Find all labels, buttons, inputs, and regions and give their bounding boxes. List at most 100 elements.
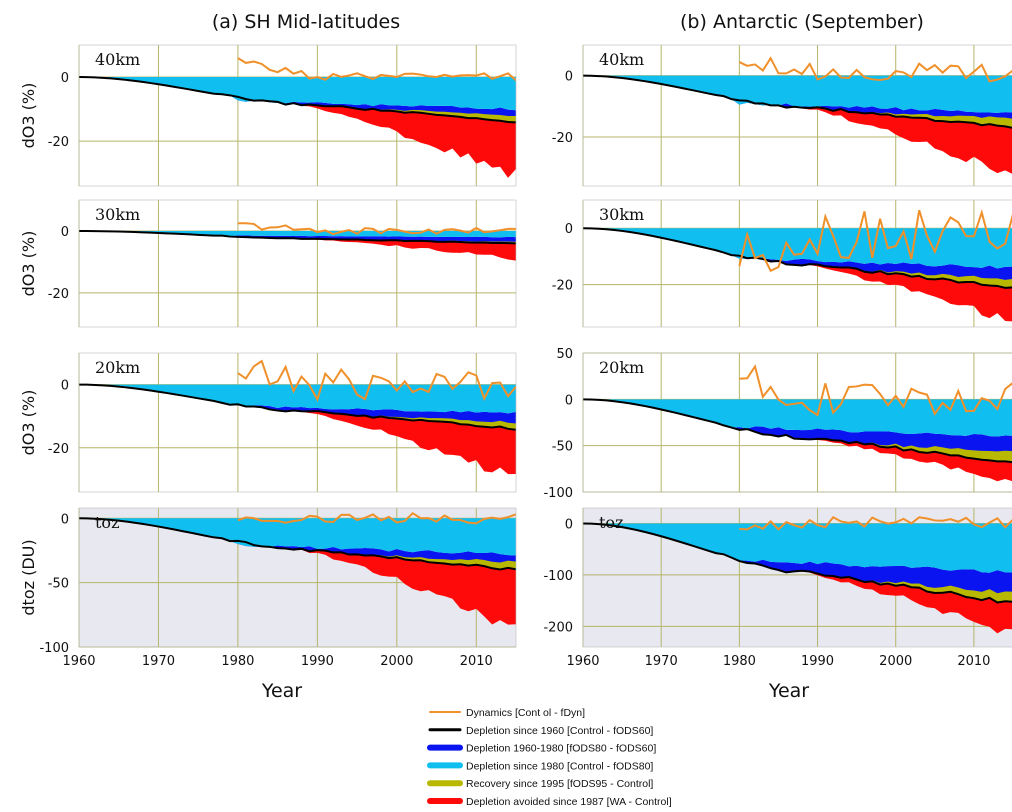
y-tick-label: -20 [552, 131, 573, 146]
plot-area [79, 222, 516, 261]
line-dynamics [237, 57, 516, 82]
x-tick-label-1960: 1960 [566, 654, 599, 669]
line-depletion-since-1960 [79, 229, 516, 245]
area-recovery-since-1995 [583, 75, 1012, 128]
y-tick-label: -50 [552, 440, 573, 455]
area-depletion-since-1980 [79, 518, 516, 556]
area-depletion-since-1980 [79, 77, 516, 111]
legend-box [424, 700, 724, 808]
area-recovery-since-1995 [583, 228, 1012, 288]
panel-label: 40km [95, 50, 140, 69]
plot-area [583, 364, 1012, 482]
column-title-b: (b) Antarctic (September) [680, 11, 924, 33]
y-tick-label: -100 [543, 569, 573, 584]
area-recovery-since-1995 [79, 77, 516, 123]
x-axis-label-a: Year [261, 680, 302, 702]
legend-label-dynamics: Dynamics [Cont ol - fDyn] [466, 707, 585, 719]
plot-area [583, 56, 1012, 174]
plot-frame [78, 507, 517, 648]
legend-label-depletion_avoided_1987: Depletion avoided since 1987 [WA - Contr… [466, 796, 672, 808]
area-depletion-since-1980 [79, 384, 516, 414]
legend-label-recovery_since_1995: Recovery since 1995 [fODS95 - Control] [466, 778, 653, 790]
line-dynamics [237, 222, 516, 236]
line-depletion-since-1960 [79, 383, 516, 431]
y-tick-label: 0 [61, 71, 69, 86]
x-tick-label-2000: 2000 [879, 654, 912, 669]
y-tick-label: -20 [552, 279, 573, 294]
area-recovery-since-1995 [583, 399, 1012, 463]
x-tick-label-1970: 1970 [142, 654, 175, 669]
plot-frame [78, 199, 517, 328]
plot-frame [582, 199, 1012, 328]
y-tick-label: 50 [556, 347, 573, 362]
plot-frame [582, 352, 1012, 493]
y-tick-label: 0 [61, 512, 69, 527]
y-tick-label: 0 [565, 222, 573, 237]
panel-label: 30km [599, 205, 644, 224]
area-depletion-avoided-since-1987 [79, 518, 516, 625]
y-tick-label: 0 [565, 393, 573, 408]
panel-toz-col1: toz 0 -100 -200 1960 1970 1980 1990 2000 2010 [543, 507, 1012, 669]
y-axis-label: dO3 (%) [19, 83, 38, 149]
line-depletion-since-1960 [79, 517, 516, 571]
x-tick-label-2000: 2000 [380, 654, 413, 669]
plot-frame [582, 507, 1012, 648]
panel-label: toz [95, 513, 120, 532]
column-title-a: (a) SH Mid-latitudes [212, 11, 400, 33]
x-tick-label-2010: 2010 [460, 654, 493, 669]
y-tick-label: 0 [61, 379, 69, 394]
area-depletion-since-1980 [583, 523, 1012, 573]
area-depletion-1960-1980 [79, 518, 516, 570]
plot-background [79, 200, 516, 327]
x-tick-label-1970: 1970 [645, 654, 678, 669]
x-tick-label-1980: 1980 [723, 654, 756, 669]
panel-label: 30km [95, 205, 140, 224]
plot-area [79, 511, 516, 625]
line-dynamics [739, 516, 1012, 531]
line-dynamics [738, 208, 1012, 273]
y-tick-label: -20 [48, 442, 69, 457]
plot-area [79, 57, 516, 178]
panel-20km-col0: 20km 0 -20 dO3 (%) [19, 352, 517, 493]
y-tick-label: 0 [61, 225, 69, 240]
line-dynamics [739, 364, 1012, 417]
area-depletion-avoided-since-1987 [79, 230, 516, 261]
area-depletion-since-1980 [583, 399, 1012, 437]
plot-area [583, 208, 1012, 322]
area-depletion-avoided-since-1987 [583, 75, 1012, 174]
line-dynamics [738, 56, 1012, 83]
panel-40km-col0: 40km 0 -20 dO3 (%) [19, 44, 517, 187]
line-dynamics [237, 359, 516, 402]
line-depletion-since-1960 [583, 227, 1012, 289]
line-dynamics [237, 511, 516, 525]
panel-label: toz [599, 513, 624, 532]
area-depletion-since-1980 [583, 75, 1012, 113]
area-recovery-since-1995 [79, 384, 516, 430]
legend: Dynamics [Cont ol - fDyn] Depletion since… [424, 700, 724, 808]
plot-frame [78, 352, 517, 493]
y-axis-label: dO3 (%) [19, 231, 38, 297]
area-depletion-1960-1980 [583, 399, 1012, 463]
panel-20km-col1: 20km 50 0 -50 -100 [543, 347, 1012, 501]
panel-label: 40km [599, 50, 644, 69]
area-depletion-avoided-since-1987 [79, 77, 516, 178]
plot-frame [78, 44, 517, 187]
x-tick-label-1990: 1990 [801, 654, 834, 669]
line-depletion-since-1960 [583, 74, 1012, 129]
line-depletion-since-1960 [79, 76, 516, 124]
panel-toz-col0: toz 0 -50 -100 dtoz (DU) 1960 1970 1980 1990 2000… [19, 507, 517, 669]
x-axis-label-b: Year [768, 680, 809, 702]
panel-40km-col1: 40km 0 -20 [552, 44, 1012, 187]
line-depletion-since-1960 [583, 398, 1012, 464]
y-axis-label: dtoz (DU) [19, 539, 38, 615]
plot-area [79, 359, 516, 475]
legend-label-depletion_since_1960: Depletion since 1960 [Control - fODS60] [466, 725, 653, 737]
legend-label-depletion_1960_1980: Depletion 1960-1980 [fODS80 - fODS60] [466, 743, 656, 755]
plot-frame [582, 44, 1012, 187]
y-tick-label: -20 [48, 135, 69, 150]
panel-label: 20km [95, 358, 140, 377]
y-tick-label: -50 [48, 577, 69, 592]
area-recovery-since-1995 [583, 523, 1012, 603]
